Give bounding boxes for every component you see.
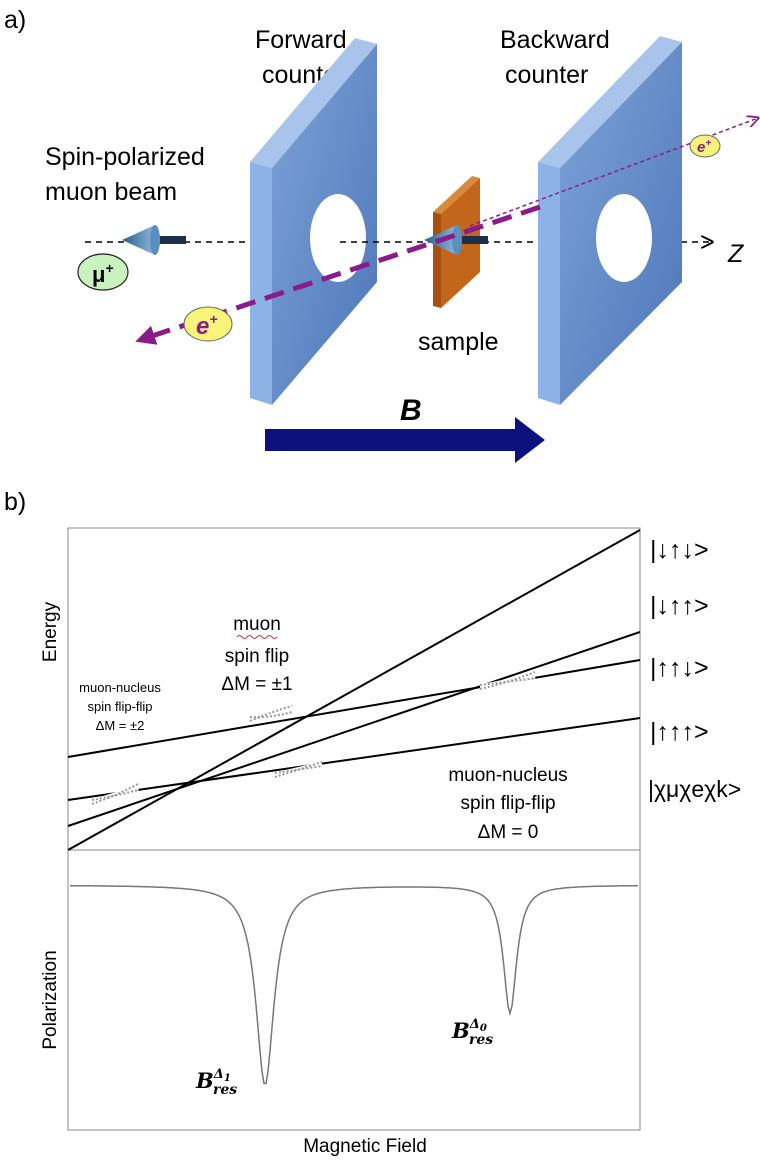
transition-label: muon-nucleus <box>79 680 161 695</box>
res-sub: res <box>469 1032 493 1048</box>
counter-label: counter <box>505 61 588 89</box>
transition-label: spin flip <box>225 646 289 667</box>
muon-charge: + <box>105 260 113 276</box>
figure: a) Forward counter Backward counter Spin… <box>0 0 760 1162</box>
res-base: B <box>451 1018 470 1043</box>
res-sup: Δ <box>213 1067 224 1082</box>
counter-label: Forward <box>255 26 347 54</box>
sample-label: sample <box>418 328 499 356</box>
axis-title: Polarization <box>40 950 61 1049</box>
transition-label: ΔM = ±1 <box>221 674 292 695</box>
counter-label: Backward <box>500 26 610 54</box>
forward-counter <box>250 38 377 405</box>
polarization-box <box>68 850 640 1130</box>
field-label: B <box>400 394 422 427</box>
res-sup: Δ <box>469 1017 480 1032</box>
transition-label: muon <box>233 614 281 635</box>
transition-label: spin flip-flip <box>460 793 555 814</box>
transition-label: muon-nucleus <box>448 765 567 786</box>
positron-symbol: e <box>196 313 209 340</box>
axis-label: Z <box>727 240 744 268</box>
res-base: B <box>195 1068 214 1093</box>
transition-label: ΔM = ±2 <box>96 718 145 733</box>
state-label: |↓↑↑> <box>650 592 709 620</box>
state-label: |↑↑↓> <box>650 654 709 682</box>
res-sub: res <box>213 1082 237 1098</box>
panel-label: b) <box>4 488 26 516</box>
panel-label: a) <box>4 6 26 34</box>
backward-counter <box>538 36 682 405</box>
polarization-curve <box>70 886 638 1084</box>
state-label: |↑↑↑> <box>650 718 709 746</box>
axis-title: Magnetic Field <box>303 1136 427 1157</box>
state-label: |χμχeχk> <box>648 776 741 802</box>
spell-underline <box>237 636 277 639</box>
transition-label: spin flip-flip <box>87 699 152 714</box>
positron-symbol: e <box>697 139 705 156</box>
state-label: |↓↑↓> <box>650 536 709 564</box>
positron-charge: + <box>209 311 217 327</box>
muon-symbol: μ <box>92 262 105 287</box>
beam-label: Spin-polarized <box>45 143 205 171</box>
positron-charge: + <box>705 138 711 149</box>
axis-title: Energy <box>40 601 61 662</box>
transition-label: ΔM = 0 <box>478 822 539 843</box>
beam-label: muon beam <box>45 178 177 206</box>
muon-spin <box>122 225 186 255</box>
